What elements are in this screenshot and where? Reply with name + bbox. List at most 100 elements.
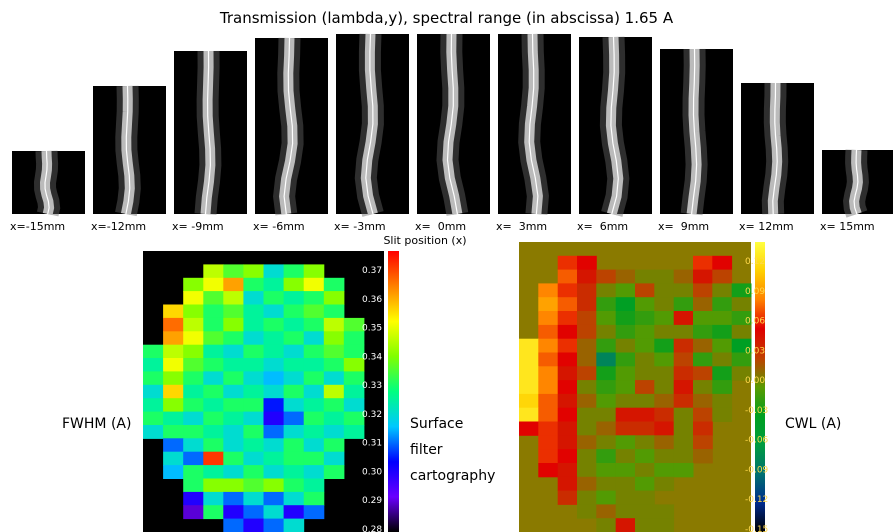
heatmap-cell: [635, 269, 655, 284]
heatmap-cell: [635, 490, 655, 505]
heatmap-cell: [596, 449, 617, 464]
heatmap-cell: [203, 465, 224, 479]
heatmap-cell: [577, 407, 597, 422]
heatmap-cell: [519, 338, 539, 353]
heatmap-cell: [283, 344, 305, 359]
heatmap-cell: [635, 380, 655, 395]
heatmap-cell: [615, 449, 636, 464]
heatmap-cell: [557, 435, 578, 450]
heatmap-cell: [538, 435, 559, 450]
slit-position-label: x= 15mm: [820, 220, 875, 233]
heatmap-cell: [731, 283, 752, 298]
heatmap-cell: [323, 331, 345, 346]
heatmap-cell: [557, 476, 578, 492]
heatmap-cell: [577, 269, 597, 284]
heatmap-cell: [263, 425, 285, 439]
heatmap-cell: [635, 297, 655, 312]
heatmap-cell: [712, 407, 733, 422]
heatmap-cell: [263, 398, 285, 413]
colorbar-tick-label: 0.09: [745, 287, 765, 297]
description-line-1: Surface: [410, 416, 464, 432]
slit-position-label: x= -3mm: [334, 220, 386, 233]
heatmap-cell: [693, 366, 713, 381]
heatmap-cell: [635, 421, 655, 436]
heatmap-cell: [731, 338, 752, 353]
heatmap-cell: [673, 407, 694, 422]
heatmap-cell: [635, 338, 655, 353]
transmission-strip: [822, 149, 893, 218]
heatmap-cell: [283, 491, 305, 506]
heatmap-cell: [731, 324, 752, 340]
heatmap-cell: [243, 371, 264, 386]
heatmap-cell: [712, 366, 733, 381]
heatmap-cell: [343, 331, 365, 346]
colorbar-tick-label: 0.31: [362, 439, 382, 449]
heatmap-cell: [203, 358, 224, 372]
heatmap-cell: [635, 324, 655, 340]
heatmap-cell: [596, 297, 617, 312]
colorbar-tick-label: -0.09: [745, 465, 769, 475]
heatmap-cell: [538, 324, 559, 340]
heatmap-cell: [203, 304, 224, 319]
heatmap-cell: [303, 411, 325, 426]
heatmap-cell: [243, 398, 264, 413]
heatmap-cell: [577, 297, 597, 312]
heatmap-cell: [223, 358, 244, 372]
heatmap-cell: [654, 380, 675, 395]
slit-position-label: x= 9mm: [658, 220, 710, 233]
heatmap-cell: [577, 255, 597, 271]
heatmap-cell: [615, 435, 636, 450]
heatmap-cell: [712, 283, 733, 298]
heatmap-cell: [596, 366, 617, 381]
heatmap-cell: [577, 490, 597, 505]
heatmap-cell: [693, 297, 713, 312]
colorbar: 0.37 0.36 0.35 0.34 0.33 0.32 0.31 0.30 0.29 0.28: [362, 251, 399, 532]
heatmap-cell: [577, 476, 597, 492]
heatmap-cell: [203, 438, 224, 453]
heatmap-cell: [183, 304, 204, 319]
heatmap-cell: [596, 352, 617, 367]
slit-position-label: x= 3mm: [496, 220, 548, 233]
slit-position-label: x= 12mm: [739, 220, 794, 233]
heatmap-cell: [654, 476, 675, 492]
heatmap-cell: [615, 283, 636, 298]
heatmap-cell: [693, 407, 713, 422]
heatmap-cell: [615, 476, 636, 492]
heatmap-cell: [283, 384, 305, 399]
heatmap-cell: [203, 331, 224, 346]
heatmap-cell: [693, 338, 713, 353]
fwhm-label: FWHM (A): [62, 416, 132, 432]
heatmap-cell: [538, 311, 559, 326]
heatmap-cell: [263, 465, 285, 479]
colorbar-tick-label: 0.34: [362, 352, 382, 362]
heatmap-cell: [557, 352, 578, 367]
heatmap-cell: [673, 297, 694, 312]
description-line-3: cartography: [410, 468, 496, 484]
heatmap-cell: [693, 311, 713, 326]
heatmap-cell: [596, 380, 617, 395]
heatmap-cell: [577, 380, 597, 395]
heatmap-cell: [654, 435, 675, 450]
heatmap-cell: [596, 476, 617, 492]
cwl-label: CWL (A): [785, 416, 842, 432]
heatmap-cell: [203, 491, 224, 506]
heatmap-cell: [654, 393, 675, 409]
transmission-strip: [660, 48, 733, 216]
heatmap-cell: [343, 358, 365, 372]
heatmap-cell: [323, 465, 345, 479]
heatmap-cell: [283, 304, 305, 319]
heatmap-cell: [223, 518, 244, 532]
heatmap-cell: [577, 393, 597, 409]
heatmap-cell: [596, 338, 617, 353]
heatmap-cell: [263, 478, 285, 493]
heatmap-cell: [163, 304, 184, 319]
heatmap-cell: [183, 358, 204, 372]
heatmap-cell: [283, 317, 305, 332]
heatmap-cell: [712, 380, 733, 395]
heatmap-cell: [203, 317, 224, 332]
heatmap-cell: [183, 277, 204, 292]
heatmap-cell: [283, 505, 305, 520]
heatmap-cell: [243, 344, 264, 359]
heatmap-cell: [519, 352, 539, 367]
heatmap-cell: [183, 291, 204, 305]
